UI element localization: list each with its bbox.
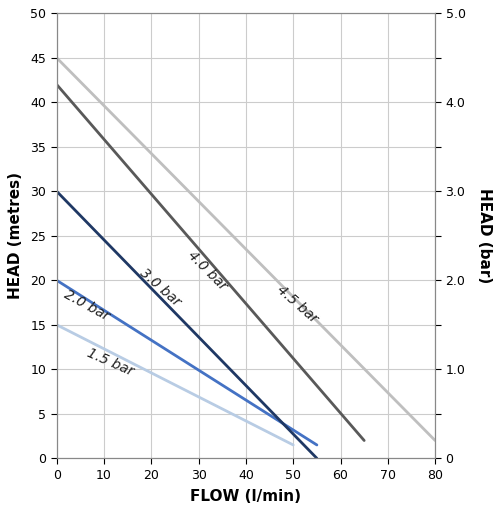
- X-axis label: FLOW (l/min): FLOW (l/min): [190, 488, 302, 504]
- Y-axis label: HEAD (metres): HEAD (metres): [8, 173, 24, 300]
- Text: 4.0 bar: 4.0 bar: [184, 248, 230, 293]
- Y-axis label: HEAD (bar): HEAD (bar): [476, 188, 492, 284]
- Text: 4.5 bar: 4.5 bar: [274, 283, 321, 326]
- Text: 1.5 bar: 1.5 bar: [85, 346, 136, 378]
- Text: 2.0 bar: 2.0 bar: [62, 288, 112, 324]
- Text: 3.0 bar: 3.0 bar: [137, 265, 184, 309]
